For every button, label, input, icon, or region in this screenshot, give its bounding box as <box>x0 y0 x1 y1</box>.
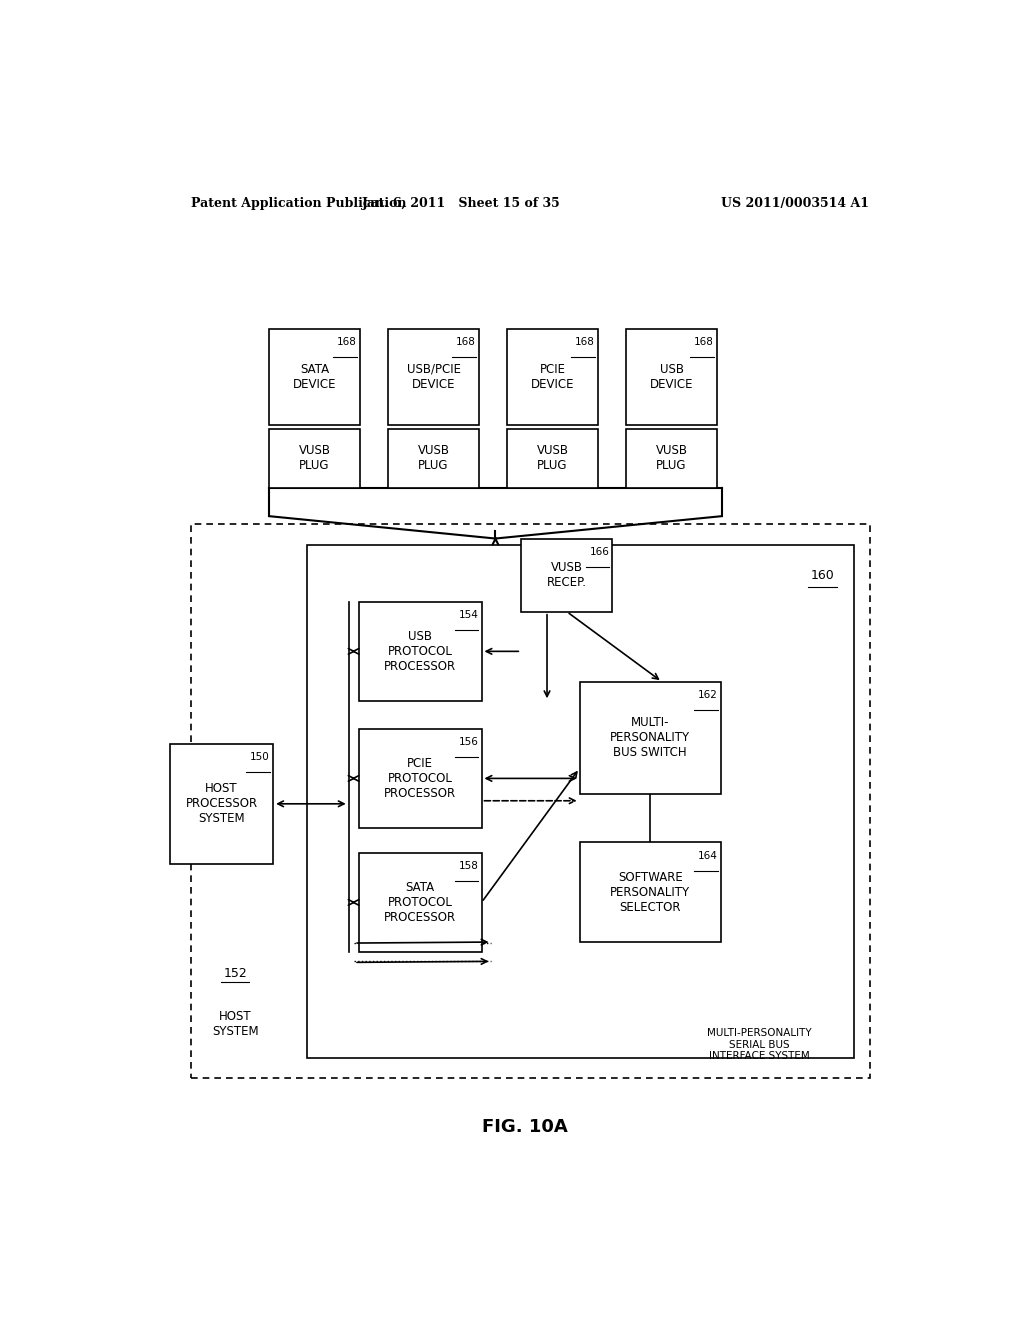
Text: 152: 152 <box>223 966 247 979</box>
Text: 166: 166 <box>590 546 609 557</box>
Bar <box>358 729 481 828</box>
Text: VUSB
PLUG: VUSB PLUG <box>537 445 568 473</box>
Text: 168: 168 <box>694 337 714 347</box>
Bar <box>626 329 717 425</box>
Text: USB
DEVICE: USB DEVICE <box>650 363 693 391</box>
Text: VUSB
PLUG: VUSB PLUG <box>418 445 450 473</box>
Bar <box>626 429 717 487</box>
Text: MULTI-
PERSONALITY
BUS SWITCH: MULTI- PERSONALITY BUS SWITCH <box>610 717 690 759</box>
Bar <box>507 329 598 425</box>
Text: SOFTWARE
PERSONALITY
SELECTOR: SOFTWARE PERSONALITY SELECTOR <box>610 871 690 913</box>
Bar <box>358 602 481 701</box>
Text: Jan. 6, 2011   Sheet 15 of 35: Jan. 6, 2011 Sheet 15 of 35 <box>361 197 561 210</box>
Text: 168: 168 <box>456 337 476 347</box>
Bar <box>580 682 721 793</box>
Bar <box>306 545 854 1057</box>
Bar <box>191 524 870 1078</box>
Text: SATA
DEVICE: SATA DEVICE <box>293 363 336 391</box>
Text: PCIE
DEVICE: PCIE DEVICE <box>530 363 574 391</box>
Bar <box>358 853 481 952</box>
Text: 164: 164 <box>697 850 718 861</box>
Text: FIG. 10A: FIG. 10A <box>482 1118 567 1137</box>
Bar <box>521 539 612 611</box>
Text: HOST
SYSTEM: HOST SYSTEM <box>212 1010 258 1039</box>
Text: PCIE
PROTOCOL
PROCESSOR: PCIE PROTOCOL PROCESSOR <box>384 756 456 800</box>
Text: US 2011/0003514 A1: US 2011/0003514 A1 <box>721 197 868 210</box>
Text: 162: 162 <box>697 690 718 700</box>
Text: 168: 168 <box>575 337 595 347</box>
Text: 154: 154 <box>459 610 478 619</box>
Bar <box>388 329 479 425</box>
Text: USB
PROTOCOL
PROCESSOR: USB PROTOCOL PROCESSOR <box>384 630 456 673</box>
Bar <box>507 429 598 487</box>
Text: HOST
PROCESSOR
SYSTEM: HOST PROCESSOR SYSTEM <box>185 783 258 825</box>
Text: USB/PCIE
DEVICE: USB/PCIE DEVICE <box>407 363 461 391</box>
Bar <box>170 744 273 863</box>
Text: VUSB
PLUG: VUSB PLUG <box>655 445 688 473</box>
Text: VUSB
RECEP.: VUSB RECEP. <box>547 561 587 589</box>
Text: 156: 156 <box>459 737 478 747</box>
Text: 150: 150 <box>250 752 270 762</box>
Text: VUSB
PLUG: VUSB PLUG <box>299 445 331 473</box>
Text: Patent Application Publication: Patent Application Publication <box>191 197 407 210</box>
Text: 168: 168 <box>337 337 357 347</box>
Bar <box>269 329 360 425</box>
Text: MULTI-PERSONALITY
SERIAL BUS
INTERFACE SYSTEM: MULTI-PERSONALITY SERIAL BUS INTERFACE S… <box>707 1028 811 1061</box>
Text: SATA
PROTOCOL
PROCESSOR: SATA PROTOCOL PROCESSOR <box>384 880 456 924</box>
Text: 158: 158 <box>459 861 478 871</box>
Bar <box>269 429 360 487</box>
Bar <box>388 429 479 487</box>
Bar <box>580 842 721 942</box>
Text: 160: 160 <box>811 569 835 582</box>
